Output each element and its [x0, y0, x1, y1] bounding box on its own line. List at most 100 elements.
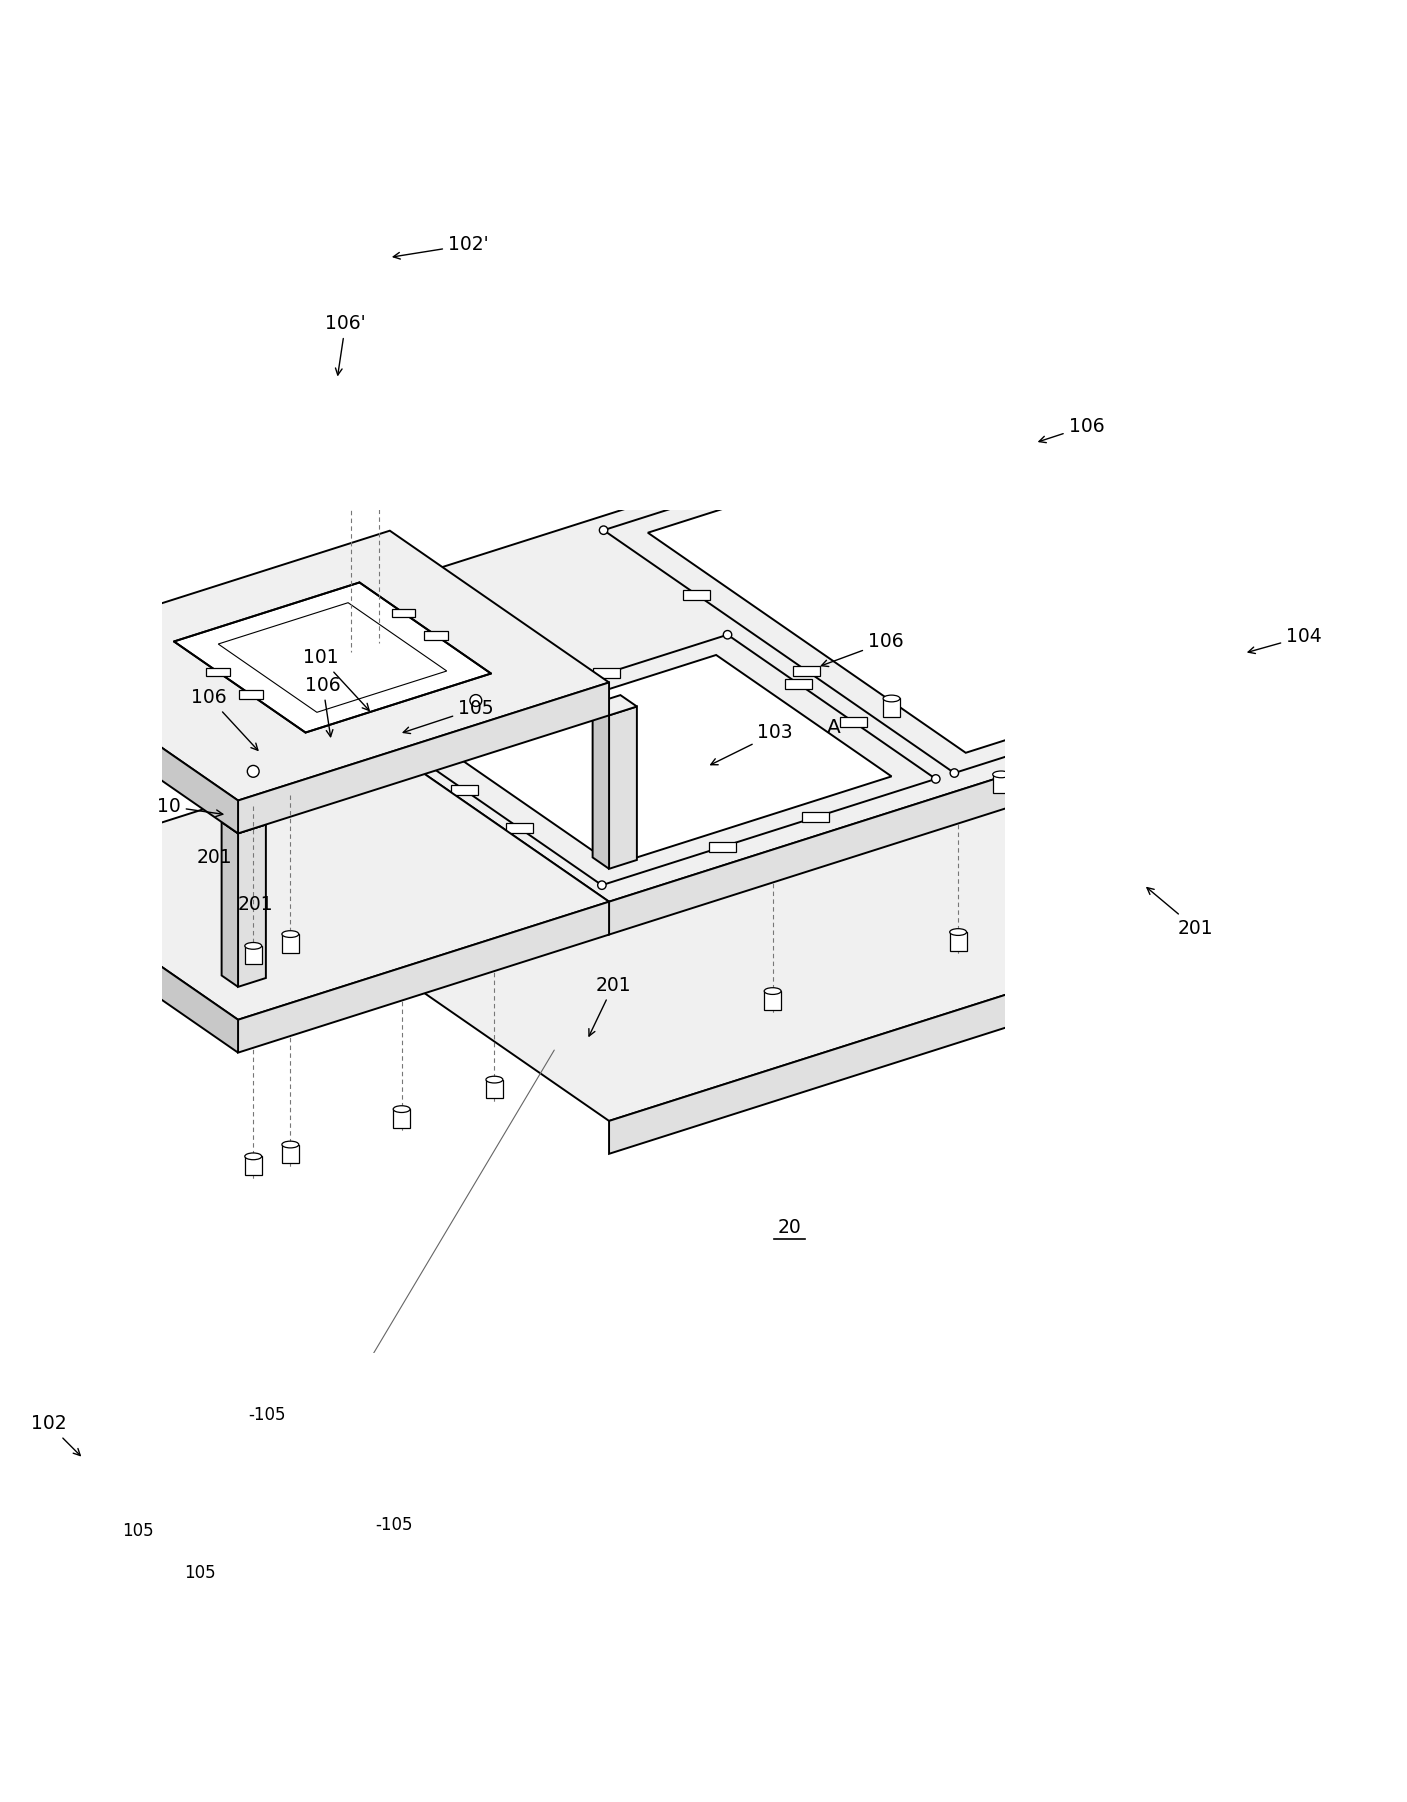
Polygon shape	[115, 216, 587, 432]
Bar	[371, 1519, 388, 1526]
Text: -105: -105	[248, 1406, 286, 1424]
Polygon shape	[609, 665, 1351, 935]
Bar	[840, 445, 868, 456]
Polygon shape	[968, 620, 1351, 917]
Polygon shape	[373, 551, 390, 717]
Text: 105: 105	[184, 1564, 217, 1582]
Polygon shape	[647, 432, 1282, 753]
Bar	[422, 1424, 443, 1433]
Bar	[391, 609, 415, 616]
Bar	[384, 1397, 405, 1406]
Bar	[218, 1413, 235, 1420]
Bar	[802, 813, 829, 822]
Ellipse shape	[281, 1141, 298, 1148]
Polygon shape	[1135, 872, 1152, 892]
Bar	[1054, 472, 1081, 481]
Text: 201: 201	[197, 849, 232, 867]
Text: 105: 105	[122, 1523, 153, 1541]
Bar	[452, 786, 478, 795]
Bar	[205, 667, 229, 676]
Circle shape	[598, 881, 606, 890]
Ellipse shape	[764, 987, 781, 995]
Bar	[436, 1497, 453, 1506]
Polygon shape	[225, 620, 1351, 1121]
Text: 10: 10	[158, 796, 222, 816]
Bar	[307, 1539, 324, 1548]
Polygon shape	[222, 822, 238, 987]
Polygon shape	[592, 696, 637, 715]
Circle shape	[1321, 651, 1330, 660]
Polygon shape	[97, 1377, 509, 1566]
Polygon shape	[184, 1416, 421, 1523]
Circle shape	[297, 1463, 310, 1476]
Ellipse shape	[1135, 870, 1152, 876]
Bar	[201, 1534, 222, 1541]
Bar	[785, 679, 812, 688]
Polygon shape	[1314, 654, 1389, 897]
Polygon shape	[438, 654, 892, 865]
Text: 104: 104	[1248, 627, 1323, 654]
Text: 201: 201	[590, 975, 632, 1036]
Text: 103: 103	[711, 723, 794, 764]
Ellipse shape	[993, 771, 1010, 778]
Circle shape	[931, 775, 940, 784]
Bar	[267, 362, 293, 371]
Text: 201: 201	[238, 896, 273, 914]
Text: -105: -105	[376, 1515, 412, 1534]
Bar	[594, 669, 620, 678]
Polygon shape	[225, 400, 1351, 901]
Polygon shape	[3, 670, 18, 834]
Polygon shape	[1005, 387, 1389, 872]
Bar	[224, 332, 249, 342]
Text: A: A	[827, 719, 841, 737]
Polygon shape	[390, 555, 418, 717]
Text: 106: 106	[822, 633, 903, 667]
Circle shape	[461, 1474, 470, 1483]
Ellipse shape	[245, 942, 262, 950]
Bar	[283, 1391, 300, 1400]
Polygon shape	[238, 683, 609, 833]
Circle shape	[248, 766, 259, 777]
Polygon shape	[222, 813, 266, 833]
Polygon shape	[609, 706, 637, 869]
Ellipse shape	[884, 696, 900, 701]
Polygon shape	[3, 661, 46, 681]
Ellipse shape	[1178, 712, 1195, 719]
Bar	[453, 305, 478, 314]
Circle shape	[136, 1456, 145, 1465]
Bar	[1192, 688, 1218, 699]
Circle shape	[723, 631, 732, 640]
Polygon shape	[373, 544, 418, 564]
Bar	[124, 1479, 145, 1488]
Polygon shape	[592, 705, 609, 869]
Circle shape	[390, 737, 398, 746]
Text: 105: 105	[404, 699, 494, 733]
Circle shape	[319, 337, 331, 348]
Ellipse shape	[950, 928, 967, 935]
Polygon shape	[393, 1108, 409, 1128]
Polygon shape	[609, 885, 1351, 1153]
Ellipse shape	[1068, 636, 1085, 643]
Polygon shape	[174, 582, 491, 733]
Text: 102': 102'	[394, 236, 488, 259]
Polygon shape	[18, 649, 238, 833]
Polygon shape	[204, 256, 498, 391]
Bar	[692, 492, 719, 503]
Bar	[709, 842, 736, 852]
Text: 106: 106	[191, 688, 257, 750]
Polygon shape	[218, 602, 447, 712]
Polygon shape	[238, 901, 609, 1052]
Bar	[409, 274, 435, 283]
Text: 101: 101	[303, 649, 369, 710]
Bar	[425, 631, 447, 640]
Text: 201: 201	[1147, 888, 1213, 937]
Polygon shape	[18, 750, 609, 1020]
Polygon shape	[930, 387, 1389, 678]
Polygon shape	[950, 932, 967, 951]
Polygon shape	[281, 1144, 298, 1162]
Polygon shape	[412, 216, 587, 360]
Ellipse shape	[485, 1076, 502, 1083]
Bar	[1164, 548, 1190, 557]
Polygon shape	[485, 1079, 502, 1097]
Bar	[501, 697, 528, 708]
